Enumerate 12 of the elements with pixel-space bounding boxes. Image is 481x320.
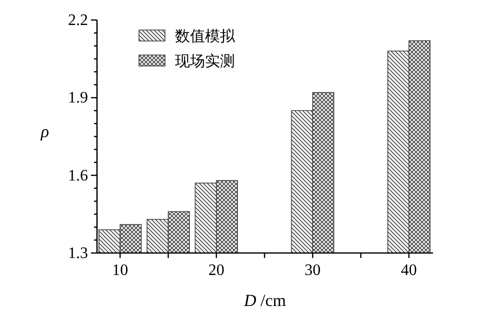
y-tick-label: 1.6 [68,167,88,184]
legend-label: 数值模拟 [175,27,236,45]
x-tick-label: 40 [400,262,417,279]
y-tick-label: 2.2 [68,12,88,29]
x-axis-title: D /cm [242,291,286,310]
x-tick-label: 10 [112,262,128,279]
x-tick-label: 30 [304,262,321,279]
y-tick-label: 1.3 [68,245,88,262]
x-tick-label: 20 [208,262,224,279]
y-axis-title: ρ [40,122,50,141]
legend-label: 现场实测 [175,52,235,70]
y-tick-label: 1.9 [68,90,88,107]
